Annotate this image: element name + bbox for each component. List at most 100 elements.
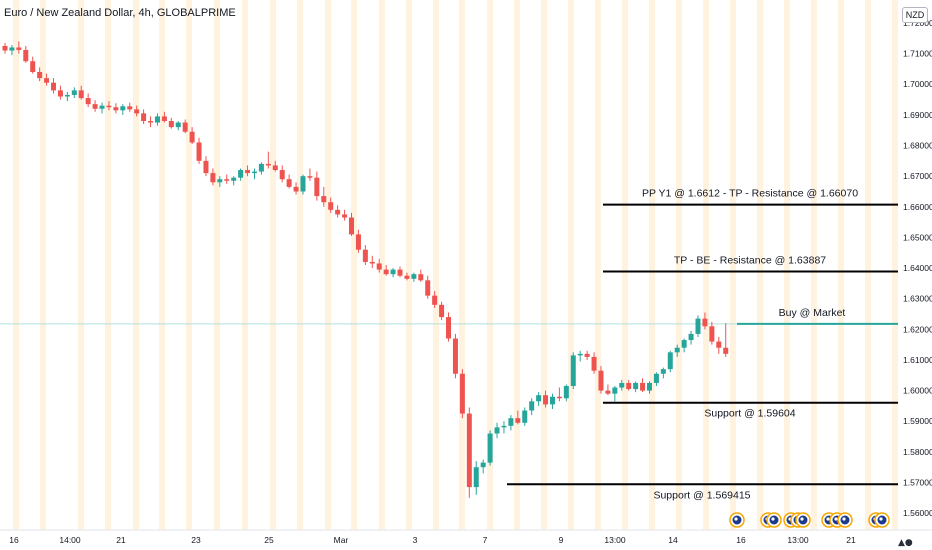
session-band xyxy=(676,0,682,530)
candle-body xyxy=(231,177,237,181)
candle-body xyxy=(681,340,687,348)
calendar-event-icon[interactable] xyxy=(795,512,811,528)
candle xyxy=(674,344,680,357)
candle xyxy=(120,104,126,115)
candle-body xyxy=(203,160,209,174)
candle xyxy=(411,272,417,282)
candle xyxy=(723,323,729,357)
candle-body xyxy=(640,382,646,391)
candle xyxy=(570,352,576,390)
candle-body xyxy=(404,275,410,279)
candle-body xyxy=(265,163,271,166)
time-tick-label: 25 xyxy=(264,535,274,545)
candle xyxy=(71,87,77,99)
candle-body xyxy=(716,341,722,348)
candle xyxy=(667,350,673,373)
currency-button[interactable]: NZD xyxy=(902,7,928,23)
candle xyxy=(196,137,202,164)
candle xyxy=(51,78,57,94)
candle xyxy=(404,272,410,281)
candle-body xyxy=(702,318,708,327)
session-band xyxy=(811,0,817,530)
candle-body xyxy=(99,105,105,109)
calendar-event-icon[interactable] xyxy=(766,512,782,528)
candle xyxy=(182,119,188,134)
calendar-event-icon[interactable] xyxy=(729,512,745,528)
candle-body xyxy=(522,410,528,423)
candle-body xyxy=(113,107,119,111)
candle-body xyxy=(563,386,569,399)
candle xyxy=(362,245,368,265)
candle-body xyxy=(536,395,542,402)
candle xyxy=(2,42,8,54)
candle-body xyxy=(141,113,147,122)
candle xyxy=(342,209,348,221)
candle xyxy=(203,156,209,177)
candle xyxy=(85,93,91,108)
candle xyxy=(681,338,687,353)
session-band xyxy=(622,0,628,530)
candle-body xyxy=(210,173,216,183)
candle-body xyxy=(709,326,715,342)
candle xyxy=(148,116,154,128)
candle-body xyxy=(189,131,195,143)
candle xyxy=(37,67,43,82)
candle-body xyxy=(480,462,486,468)
candle-body xyxy=(646,382,652,391)
session-band xyxy=(242,0,248,530)
session-band xyxy=(379,0,385,530)
candle-body xyxy=(314,177,320,197)
candle-body xyxy=(286,179,292,187)
candle xyxy=(210,168,216,186)
calendar-event-icon[interactable] xyxy=(837,512,853,528)
session-band xyxy=(487,0,493,530)
candle-body xyxy=(196,142,202,161)
candle-body xyxy=(224,179,230,181)
level-label: PP Y1 @ 1.6612 - TP - Resistance @ 1.660… xyxy=(642,188,858,200)
candle-body xyxy=(619,382,625,388)
session-band xyxy=(514,0,520,530)
candle xyxy=(494,422,500,439)
candle-body xyxy=(674,347,680,353)
time-tick-label: Mar xyxy=(334,535,349,545)
candle-body xyxy=(494,427,500,434)
candle-body xyxy=(321,196,327,203)
session-band xyxy=(105,0,111,530)
candle-body xyxy=(584,353,590,357)
candle xyxy=(432,291,438,308)
candle xyxy=(44,73,50,86)
price-axis: 1.720001.710001.700001.690001.680001.670… xyxy=(898,0,932,550)
session-band xyxy=(865,0,871,530)
candle-body xyxy=(300,176,306,192)
candle-body xyxy=(57,90,63,97)
candle-body xyxy=(64,94,70,97)
session-bands xyxy=(13,0,898,530)
candle xyxy=(231,176,237,186)
session-band xyxy=(351,0,357,530)
price-tick-label: 1.66000 xyxy=(903,202,932,212)
session-band xyxy=(78,0,84,530)
candle xyxy=(258,162,264,175)
candle xyxy=(591,352,597,374)
session-band xyxy=(433,0,439,530)
session-band xyxy=(649,0,655,530)
candle xyxy=(660,367,666,379)
calendar-event-icon[interactable] xyxy=(874,512,890,528)
time-axis: 16 14:00 21 23 25 Mar 3 7 9 13:00 14 16 13:00 21 xyxy=(0,529,932,545)
candle-body xyxy=(723,347,729,354)
candle xyxy=(161,111,167,123)
candle xyxy=(272,160,278,172)
level-label: Support @ 1.569415 xyxy=(653,489,750,501)
candle xyxy=(709,321,715,345)
candle-body xyxy=(432,295,438,305)
event-glint xyxy=(734,517,738,521)
candle-body xyxy=(612,387,618,394)
price-tick-label: 1.63000 xyxy=(903,294,932,304)
candle xyxy=(355,229,361,253)
candle-body xyxy=(238,170,244,178)
session-band xyxy=(568,0,574,530)
candle xyxy=(577,350,583,362)
candle xyxy=(16,41,22,54)
candle xyxy=(549,393,555,409)
